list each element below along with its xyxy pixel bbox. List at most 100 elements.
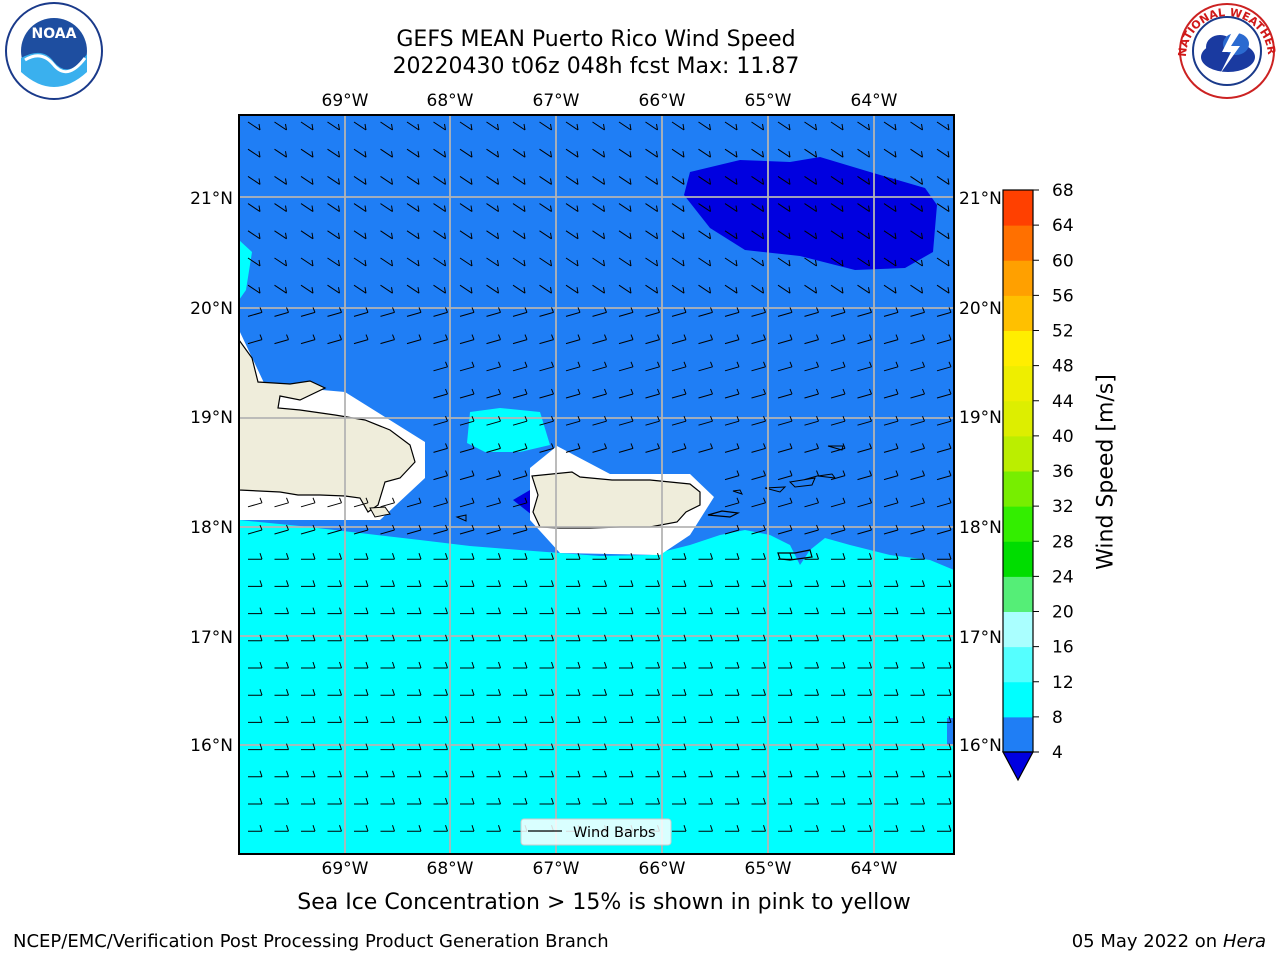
- wind-barb: [698, 716, 713, 723]
- lat-label-left-20n: 20°N: [190, 299, 233, 319]
- wind-barb: [512, 257, 526, 267]
- wind-barb: [486, 580, 501, 587]
- wind-barb: [910, 388, 925, 399]
- wind-barb: [937, 797, 952, 805]
- wind-barb: [910, 203, 923, 213]
- lon-label-bottom-65w: 65°W: [745, 859, 792, 879]
- wind-barb: [486, 284, 499, 294]
- wind-barb: [354, 797, 369, 805]
- wind-barb: [751, 553, 766, 560]
- wind-barb: [724, 307, 740, 317]
- land-virgin-islands-1: [764, 486, 787, 493]
- wind-barb: [883, 361, 899, 372]
- map-subtitle-forecast: 20220430 t06z 048h fcst Max: 11.87: [392, 54, 800, 79]
- wind-barb: [857, 634, 872, 642]
- wind-barb: [936, 307, 952, 317]
- wind-barb: [565, 148, 579, 158]
- wind-barb: [804, 661, 819, 669]
- wind-barb: [592, 307, 607, 317]
- wind-barb: [671, 230, 685, 240]
- wind-barb: [539, 121, 552, 131]
- wind-barb: [618, 334, 634, 345]
- wind-barb: [592, 443, 607, 453]
- wind-barb: [433, 607, 448, 615]
- colorbar-segment: [1003, 716, 1033, 753]
- wind-barb: [804, 257, 817, 267]
- wind-barb: [460, 634, 475, 642]
- wind-barb: [459, 230, 473, 240]
- wind-barb: [883, 121, 897, 131]
- wind-barb: [910, 443, 925, 453]
- wind-barb: [618, 388, 634, 399]
- lat-label-right-16n: 16°N: [959, 736, 1002, 756]
- wind-barb: [274, 743, 289, 751]
- wind-barb: [486, 770, 501, 778]
- wind-barb: [433, 307, 448, 317]
- wind-barb: [380, 661, 395, 669]
- wind-barb: [460, 661, 475, 669]
- wind-barb: [698, 388, 713, 399]
- wind-barb: [486, 203, 499, 213]
- wind-barb: [857, 388, 872, 399]
- wind-barb: [804, 770, 819, 778]
- wind-barb: [539, 661, 554, 669]
- wind-barb: [936, 148, 950, 158]
- footer-date: 05 May 2022 on Hera: [1072, 931, 1266, 952]
- colorbar-tick-label: 40: [1052, 427, 1074, 447]
- wind-barb: [512, 388, 528, 399]
- wind-barb: [301, 553, 316, 560]
- wind-barb: [751, 257, 764, 267]
- wind-barb: [327, 634, 342, 642]
- wind-barb: [459, 416, 475, 426]
- wind-barb: [751, 634, 766, 642]
- wind-barb: [539, 361, 554, 372]
- wind-barb: [910, 284, 923, 294]
- wind-barb: [486, 148, 499, 158]
- colorbar-segment: [1003, 681, 1033, 718]
- wind-barb: [698, 743, 713, 751]
- colorbar-label: Wind Speed [m/s]: [1094, 374, 1119, 570]
- lon-label-top-65w: 65°W: [745, 91, 792, 111]
- wind-barb: [751, 470, 766, 481]
- wind-barb: [486, 230, 499, 240]
- wind-barb: [777, 361, 793, 372]
- wind-barb: [327, 797, 342, 805]
- wind-barb: [804, 203, 817, 213]
- wind-barb: [486, 607, 501, 615]
- wind-barb: [777, 388, 793, 399]
- wind-barb: [248, 580, 263, 587]
- wind-barb: [619, 797, 634, 805]
- wind-barb: [460, 553, 475, 560]
- wind-barb: [301, 743, 316, 751]
- wind-barb: [804, 743, 819, 751]
- wind-barb: [778, 580, 793, 587]
- wind-8-12ms-pocket: [467, 408, 550, 452]
- wind-barb: [353, 257, 367, 267]
- wind-barb: [433, 689, 448, 696]
- wind-barb: [566, 634, 581, 642]
- wind-barb: [380, 284, 393, 294]
- wind-barb: [778, 634, 793, 642]
- wind-barb: [777, 443, 793, 453]
- wind-barb: [566, 661, 581, 669]
- colorbar-segment: [1003, 435, 1033, 472]
- wind-barb: [353, 284, 367, 294]
- wind-barb: [777, 230, 791, 240]
- wind-barb: [327, 553, 342, 560]
- wind-barb: [857, 797, 872, 805]
- wind-barb: [513, 607, 528, 615]
- wind-barb: [486, 416, 501, 426]
- wind-barb: [936, 416, 952, 426]
- wind-barb: [380, 257, 393, 267]
- wind-barb: [645, 553, 660, 560]
- wind-barb: [751, 580, 766, 587]
- wind-barb: [327, 825, 342, 832]
- land-hispaniola-southwest: [369, 506, 391, 518]
- wind-barb: [301, 580, 316, 587]
- wind-barb: [725, 825, 740, 832]
- wind-barb: [671, 307, 687, 317]
- wind-barb: [698, 661, 713, 669]
- wind-barb: [857, 121, 870, 131]
- colorbar-tick-label: 68: [1052, 181, 1074, 201]
